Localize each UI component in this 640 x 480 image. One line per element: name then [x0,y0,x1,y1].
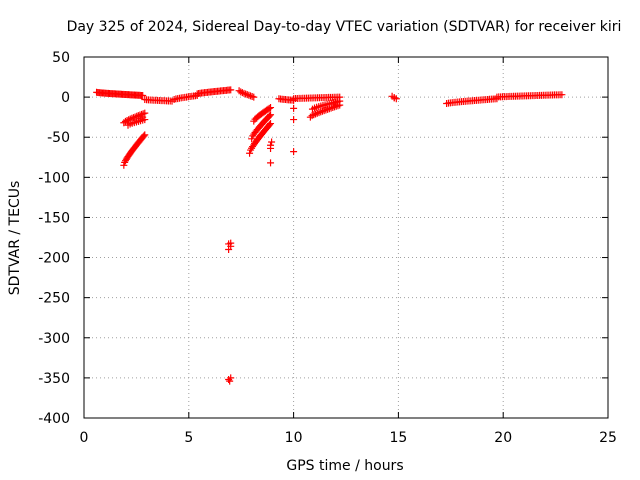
data-point [237,88,245,96]
data-point [227,374,235,382]
data-point [125,116,133,124]
data-point [121,158,129,166]
data-point [247,92,255,100]
data-point [290,148,298,156]
data-point [267,104,275,112]
data-point [322,106,330,114]
data-point [129,114,137,122]
data-point [131,113,139,121]
data-point [250,93,258,101]
y-tick-label: -400 [38,411,70,427]
data-point [246,149,254,157]
grid [84,57,608,418]
data-point [265,112,273,120]
y-tick-label: -200 [38,251,70,267]
data-point [312,110,320,118]
data-point [238,89,246,97]
x-tick-label: 5 [184,430,193,446]
y-axis-label: SDTVAR / TECUs [7,181,23,296]
data-point [310,111,318,119]
data-point [265,104,273,112]
data-point [318,107,326,115]
plot-frame [83,56,609,419]
data-point [140,132,148,140]
x-tick-label: 20 [494,430,512,446]
data-point [267,111,275,119]
chart-title: Day 325 of 2024, Sidereal Day-to-day VTE… [67,19,622,35]
x-tick-label: 0 [80,430,89,446]
data-point [317,108,325,116]
data-point [248,135,256,143]
data-point [290,104,298,112]
y-tick-label: -300 [38,331,70,347]
data-point [266,121,274,129]
data-point [390,94,398,102]
y-tick-label: -50 [47,130,70,146]
data-point [268,138,276,146]
data-points [93,86,566,385]
data-point [141,131,149,139]
data-point [267,120,275,128]
x-tick-label: 15 [389,430,407,446]
y-tick-label: 50 [52,50,70,66]
data-point [227,86,235,94]
y-tick-label: -250 [38,291,70,307]
data-point [121,117,129,125]
data-point [226,377,234,385]
x-axis-label: GPS time / hours [286,458,403,474]
data-point [243,91,251,99]
data-point [139,113,147,121]
data-point [313,109,321,117]
data-point [267,159,275,167]
data-point [308,112,316,120]
data-point [139,92,147,100]
data-point [225,246,233,254]
data-point [558,91,566,99]
x-tick-label: 25 [599,430,617,446]
data-point [240,89,248,97]
axis-ticks: 0 5 10 15 20 25 50 0 -50 -100 -150 -200 -250 -300 -350… [38,50,617,446]
data-point [245,91,253,99]
data-point [227,239,235,247]
y-tick-label: -150 [38,210,70,226]
y-tick-label: -350 [38,371,70,387]
data-point [242,90,250,98]
y-tick-label: 0 [61,90,70,106]
y-tick-label: -100 [38,170,70,186]
x-tick-label: 10 [285,430,303,446]
data-point [320,107,328,115]
data-point [267,144,275,152]
data-point [290,116,298,124]
data-point [336,97,344,105]
data-point [141,109,149,117]
data-point [315,109,323,117]
data-point [123,116,131,124]
